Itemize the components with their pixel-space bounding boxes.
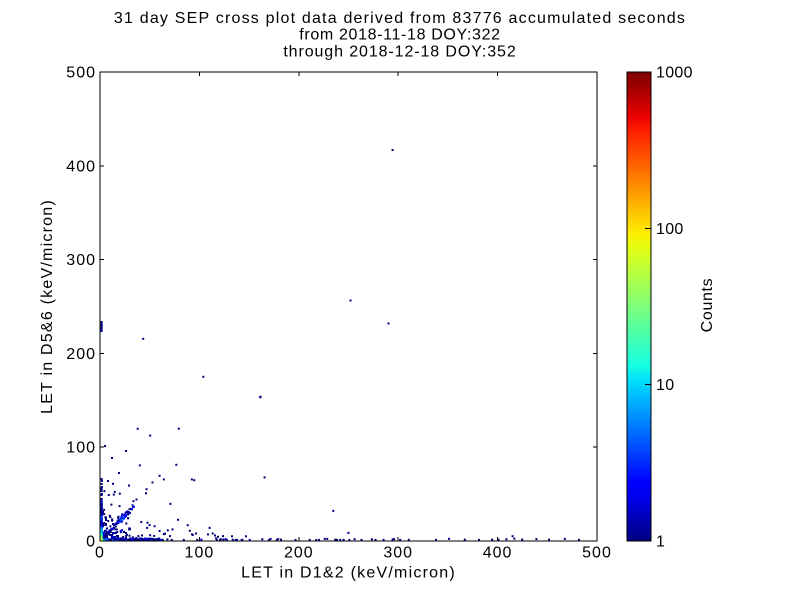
svg-text:through 2018-12-18 DOY:352: through 2018-12-18 DOY:352 xyxy=(283,43,516,60)
svg-text:200: 200 xyxy=(66,346,96,363)
svg-text:0: 0 xyxy=(86,534,96,551)
svg-text:300: 300 xyxy=(383,545,413,562)
svg-text:31 day SEP cross plot data der: 31 day SEP cross plot data derived from … xyxy=(114,10,686,27)
svg-text:0: 0 xyxy=(95,545,105,562)
svg-text:100: 100 xyxy=(185,545,215,562)
svg-text:1000: 1000 xyxy=(656,65,693,82)
svg-text:from 2018-11-18 DOY:322: from 2018-11-18 DOY:322 xyxy=(299,27,500,44)
svg-text:LET in D1&2 (keV/micron): LET in D1&2 (keV/micron) xyxy=(241,565,456,582)
svg-text:10: 10 xyxy=(656,377,674,394)
svg-text:LET in D5&6 (keV/micron): LET in D5&6 (keV/micron) xyxy=(39,199,56,414)
svg-text:100: 100 xyxy=(656,221,684,238)
svg-text:500: 500 xyxy=(582,545,612,562)
svg-text:500: 500 xyxy=(66,65,96,82)
svg-text:400: 400 xyxy=(66,158,96,175)
svg-text:200: 200 xyxy=(284,545,314,562)
svg-text:300: 300 xyxy=(66,252,96,269)
svg-text:Counts: Counts xyxy=(699,278,716,333)
svg-text:400: 400 xyxy=(483,545,513,562)
svg-text:1: 1 xyxy=(656,534,665,551)
svg-text:100: 100 xyxy=(66,440,96,457)
